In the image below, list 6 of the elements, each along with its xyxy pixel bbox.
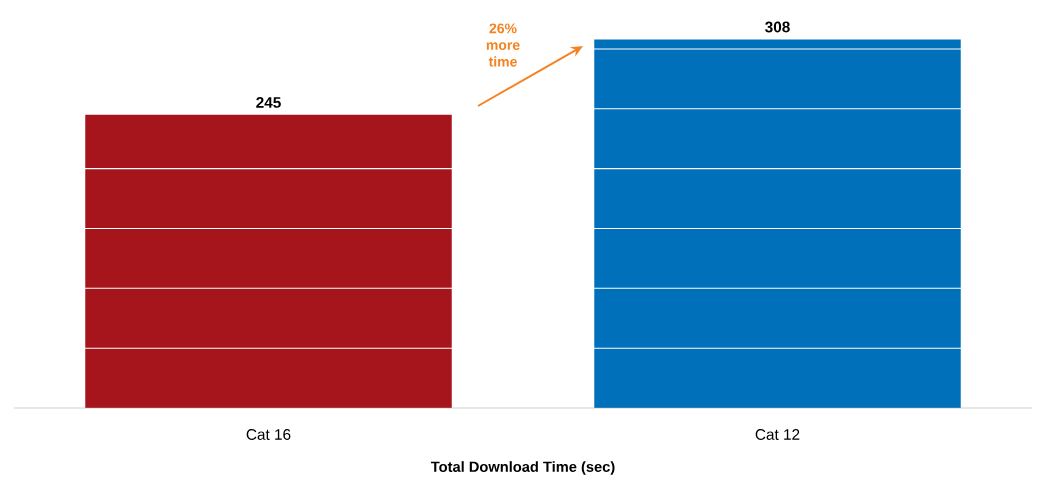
data-label: 245	[256, 97, 281, 108]
annotation: 26% more time	[486, 23, 520, 67]
data-label: 308	[765, 21, 790, 33]
x-axis-title: Total Download Time (sec)	[430, 461, 615, 475]
x-tick-label: Cat 16	[246, 429, 291, 440]
x-tick-label: Cat 12	[755, 429, 800, 440]
